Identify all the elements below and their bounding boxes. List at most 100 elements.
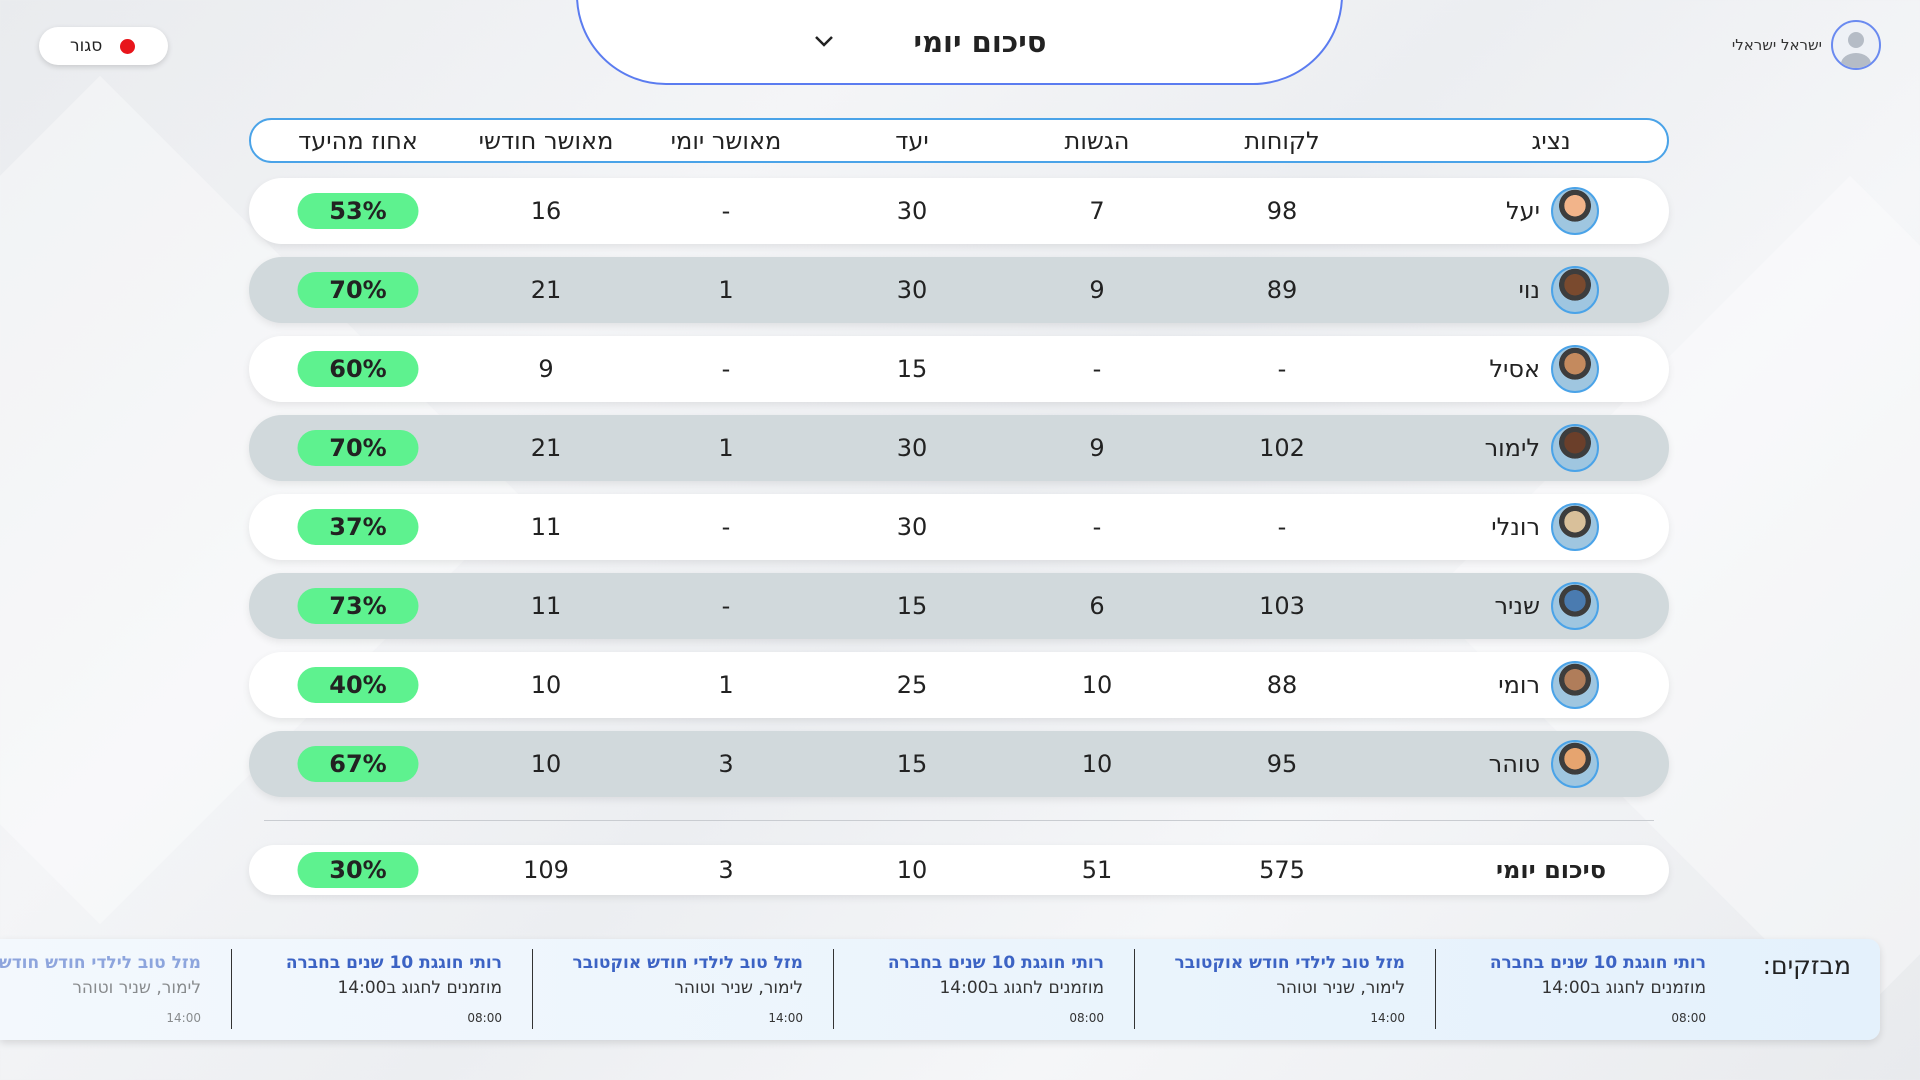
percent-badge: [297, 852, 419, 888]
cell-value: 109: [523, 856, 569, 884]
avatar: [1551, 424, 1599, 472]
cell-value: -: [1092, 355, 1102, 383]
cell-value: 70%: [329, 434, 387, 462]
cell-value: 10: [1081, 671, 1113, 699]
table-row: [249, 336, 1669, 402]
ticker-title: רותי חוגגת 10 שנים בחברה: [1489, 953, 1706, 973]
name: רומי: [1498, 671, 1540, 699]
cell-value: 30: [896, 197, 928, 225]
cell-value: 9: [538, 355, 554, 383]
ticker-time: 14:00: [768, 1011, 803, 1025]
cell-value: 30%: [329, 856, 387, 884]
table-row: [249, 415, 1669, 481]
name: טוהר: [1488, 750, 1540, 778]
user-avatar[interactable]: [1831, 20, 1881, 70]
avatar: [1551, 740, 1599, 788]
cell-value: 60%: [329, 355, 387, 383]
ticker-title: מזל טוב לילדי חודש חודש: [0, 953, 201, 973]
ticker-body: לימור, שניר וטוהר: [72, 978, 201, 998]
ticker-time: 14:00: [166, 1011, 201, 1025]
avatar: [1551, 503, 1599, 551]
name: סיכום יומי: [1495, 856, 1607, 884]
ticker-time: 08:00: [1671, 1011, 1706, 1025]
cell-value: 67%: [329, 750, 387, 778]
cell-value: 3: [718, 750, 734, 778]
avatar: [1551, 582, 1599, 630]
ticker-label: מבזקים:: [1762, 951, 1851, 980]
cell-value: 7: [1089, 197, 1105, 225]
table-row: [249, 652, 1669, 718]
cell-value: 9: [1089, 276, 1105, 304]
avatar: [1551, 661, 1599, 709]
cell-value: 3: [718, 856, 734, 884]
cell-value: 73%: [329, 592, 387, 620]
cell-value: 10: [1081, 750, 1113, 778]
dropdown-arrow[interactable]: [813, 33, 835, 49]
ticker-title: רותי חוגגת 10 שנים בחברה: [887, 953, 1104, 973]
percent-badge: [297, 193, 419, 229]
percent-badge: [297, 430, 419, 466]
cell-value: 15: [896, 355, 928, 383]
close-label: סגור: [70, 36, 103, 56]
avatar: [1551, 345, 1599, 393]
cell-value: -: [1092, 513, 1102, 541]
cell-value: 21: [530, 276, 562, 304]
ticker-body: מוזמנים לחגוג ב14:00: [337, 978, 502, 998]
percent-badge: [297, 746, 419, 782]
percent-badge: [297, 351, 419, 387]
cell-value: -: [721, 197, 731, 225]
cell-value: 1: [718, 276, 734, 304]
ticker-divider: [1134, 949, 1135, 1029]
cell-value: 70%: [329, 276, 387, 304]
cell-value: 53%: [329, 197, 387, 225]
cell-value: 21: [530, 434, 562, 462]
percent-badge: [297, 272, 419, 308]
name: לימור: [1484, 434, 1540, 462]
ticker-title: מזל טוב לילדי חודש אוקטובר: [1174, 953, 1405, 973]
column-header: אחוז מהיעד: [298, 127, 418, 155]
cell-value: 9: [1089, 434, 1105, 462]
cell-value: 95: [1266, 750, 1298, 778]
cell-value: 10: [530, 750, 562, 778]
name: רונלי: [1491, 513, 1540, 541]
cell-value: 575: [1259, 856, 1305, 884]
cell-value: 25: [896, 671, 928, 699]
ticker-time: 14:00: [1370, 1011, 1405, 1025]
ticker-title: מזל טוב לילדי חודש אוקטובר: [572, 953, 803, 973]
cell-value: 11: [530, 592, 562, 620]
cell-value: 11: [530, 513, 562, 541]
cell-value: -: [1277, 513, 1287, 541]
ticker-body: לימור, שניר וטוהר: [1276, 978, 1405, 998]
ticker-divider: [532, 949, 533, 1029]
cell-value: 10: [530, 671, 562, 699]
cell-value: 6: [1089, 592, 1105, 620]
ticker-title: רותי חוגגת 10 שנים בחברה: [285, 953, 502, 973]
cell-value: 103: [1259, 592, 1305, 620]
column-header: מאושר יומי: [670, 127, 782, 155]
avatar: [1551, 266, 1599, 314]
status-dot: [120, 39, 135, 54]
cell-value: -: [721, 355, 731, 383]
table-row: [249, 257, 1669, 323]
table-row: [249, 494, 1669, 560]
cell-value: 30: [896, 513, 928, 541]
cell-value: 30: [896, 434, 928, 462]
name: נוי: [1518, 276, 1540, 304]
cell-value: -: [1277, 355, 1287, 383]
ticker-time: 08:00: [467, 1011, 502, 1025]
ticker-body: לימור, שניר וטוהר: [674, 978, 803, 998]
cell-value: 16: [530, 197, 562, 225]
ticker-body: מוזמנים לחגוג ב14:00: [1541, 978, 1706, 998]
cell-value: -: [721, 513, 731, 541]
ticker-divider: [231, 949, 232, 1029]
column-header: יעד: [895, 127, 929, 155]
avatar: [1551, 187, 1599, 235]
title-dropdown[interactable]: [576, 0, 1343, 85]
column-header: מאושר חודשי: [478, 127, 614, 155]
percent-badge: [297, 509, 419, 545]
ticker-divider: [833, 949, 834, 1029]
cell-value: 1: [718, 671, 734, 699]
close-button[interactable]: [39, 27, 168, 65]
cell-value: 15: [896, 750, 928, 778]
